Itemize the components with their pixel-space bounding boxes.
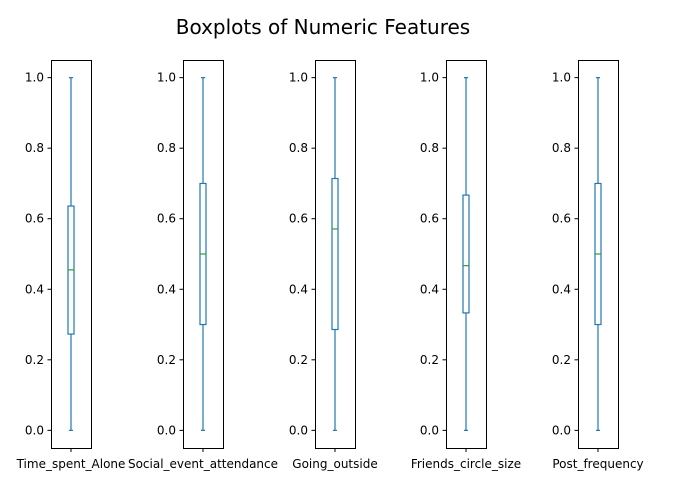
y-tick-label-social-event-attendance: 0.0: [157, 423, 176, 437]
box-friends-circle-size: [462, 194, 470, 314]
y-tick-label-social-event-attendance: 0.4: [157, 282, 176, 296]
y-tick-label-social-event-attendance: 0.6: [157, 212, 176, 226]
y-tick-label-time-spent-alone: 0.4: [25, 282, 44, 296]
y-tick-label-time-spent-alone: 1.0: [25, 71, 44, 85]
y-tick-label-post-frequency: 0.2: [552, 353, 571, 367]
y-tick-label-post-frequency: 0.6: [552, 212, 571, 226]
y-tick-label-friends-circle-size: 1.0: [420, 71, 439, 85]
y-tick-label-time-spent-alone: 0.2: [25, 353, 44, 367]
y-tick-label-time-spent-alone: 0.0: [25, 423, 44, 437]
y-tick-label-going-outside: 0.4: [289, 282, 308, 296]
y-tick-label-time-spent-alone: 0.8: [25, 141, 44, 155]
y-tick-label-post-frequency: 0.0: [552, 423, 571, 437]
category-label-post-frequency: Post_frequency: [552, 457, 643, 471]
y-tick-label-going-outside: 0.2: [289, 353, 308, 367]
box-going-outside: [331, 177, 339, 331]
y-tick-label-going-outside: 1.0: [289, 71, 308, 85]
y-tick-label-social-event-attendance: 0.8: [157, 141, 176, 155]
y-tick-label-post-frequency: 0.4: [552, 282, 571, 296]
y-tick-label-social-event-attendance: 0.2: [157, 353, 176, 367]
y-tick-label-friends-circle-size: 0.2: [420, 353, 439, 367]
category-label-going-outside: Going_outside: [292, 457, 377, 471]
y-tick-label-going-outside: 0.0: [289, 423, 308, 437]
category-label-social-event-attendance: Social_event_attendance: [128, 457, 278, 471]
y-tick-label-going-outside: 0.6: [289, 212, 308, 226]
y-tick-label-friends-circle-size: 0.0: [420, 423, 439, 437]
y-tick-label-post-frequency: 0.8: [552, 141, 571, 155]
category-label-time-spent-alone: Time_spent_Alone: [16, 457, 126, 471]
y-tick-label-going-outside: 0.8: [289, 141, 308, 155]
y-tick-label-time-spent-alone: 0.6: [25, 212, 44, 226]
y-tick-label-friends-circle-size: 0.6: [420, 212, 439, 226]
chart-title: Boxplots of Numeric Features: [176, 15, 470, 39]
category-label-friends-circle-size: Friends_circle_size: [411, 457, 521, 471]
y-tick-label-friends-circle-size: 0.8: [420, 141, 439, 155]
y-tick-label-social-event-attendance: 1.0: [157, 71, 176, 85]
y-tick-label-post-frequency: 1.0: [552, 71, 571, 85]
y-tick-label-friends-circle-size: 0.4: [420, 282, 439, 296]
